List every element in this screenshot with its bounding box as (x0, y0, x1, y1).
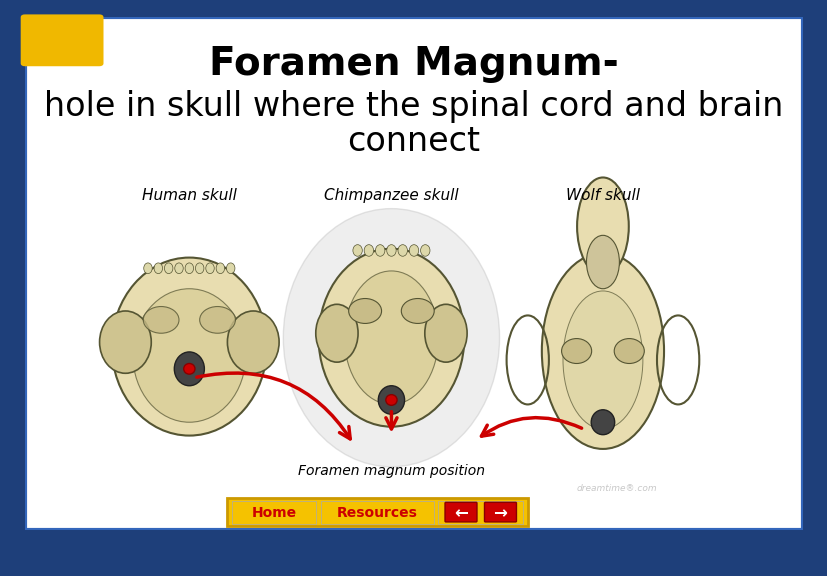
Ellipse shape (590, 410, 614, 435)
Ellipse shape (206, 263, 214, 274)
Circle shape (385, 395, 397, 406)
FancyBboxPatch shape (232, 501, 316, 524)
Ellipse shape (185, 263, 194, 274)
Ellipse shape (378, 386, 404, 414)
Ellipse shape (586, 236, 619, 289)
Ellipse shape (364, 245, 373, 256)
Ellipse shape (318, 249, 464, 427)
Text: Foramen magnum position: Foramen magnum position (298, 464, 485, 478)
Ellipse shape (562, 291, 642, 429)
Ellipse shape (424, 304, 466, 362)
Ellipse shape (227, 311, 279, 373)
Ellipse shape (401, 298, 433, 324)
Ellipse shape (174, 352, 204, 386)
Ellipse shape (112, 257, 266, 435)
FancyBboxPatch shape (444, 502, 476, 522)
Ellipse shape (99, 311, 151, 373)
Ellipse shape (348, 298, 381, 324)
FancyBboxPatch shape (438, 501, 523, 524)
Ellipse shape (154, 263, 162, 274)
Ellipse shape (561, 339, 591, 363)
Ellipse shape (216, 263, 224, 274)
Text: Foramen Magnum-: Foramen Magnum- (209, 44, 618, 82)
Ellipse shape (409, 245, 418, 256)
Ellipse shape (420, 245, 429, 256)
Text: Wolf skull: Wolf skull (566, 188, 639, 203)
FancyBboxPatch shape (227, 498, 527, 526)
Ellipse shape (195, 263, 203, 274)
Ellipse shape (315, 304, 357, 362)
Ellipse shape (165, 263, 173, 274)
FancyBboxPatch shape (25, 17, 802, 530)
Text: Chimpanzee skull: Chimpanzee skull (323, 188, 458, 203)
FancyBboxPatch shape (321, 501, 433, 524)
Ellipse shape (614, 339, 643, 363)
Ellipse shape (283, 209, 499, 467)
Text: Home: Home (251, 506, 296, 520)
Text: dreamtime®.com: dreamtime®.com (576, 484, 657, 494)
Circle shape (184, 363, 194, 374)
Text: Resources: Resources (337, 506, 418, 520)
Ellipse shape (541, 253, 663, 449)
Text: Human skull: Human skull (141, 188, 237, 203)
Ellipse shape (174, 263, 183, 274)
Ellipse shape (133, 289, 246, 422)
Ellipse shape (386, 245, 395, 256)
FancyBboxPatch shape (484, 502, 516, 522)
Ellipse shape (144, 263, 152, 274)
Ellipse shape (227, 263, 235, 274)
Ellipse shape (576, 177, 628, 275)
Text: hole in skull where the spinal cord and brain: hole in skull where the spinal cord and … (45, 90, 782, 123)
Ellipse shape (375, 245, 385, 256)
Ellipse shape (398, 245, 407, 256)
Text: →: → (493, 504, 507, 522)
Ellipse shape (199, 306, 235, 334)
Ellipse shape (143, 306, 179, 334)
Ellipse shape (344, 271, 438, 404)
Ellipse shape (352, 245, 362, 256)
Text: connect: connect (347, 126, 480, 158)
Text: ←: ← (453, 504, 467, 522)
